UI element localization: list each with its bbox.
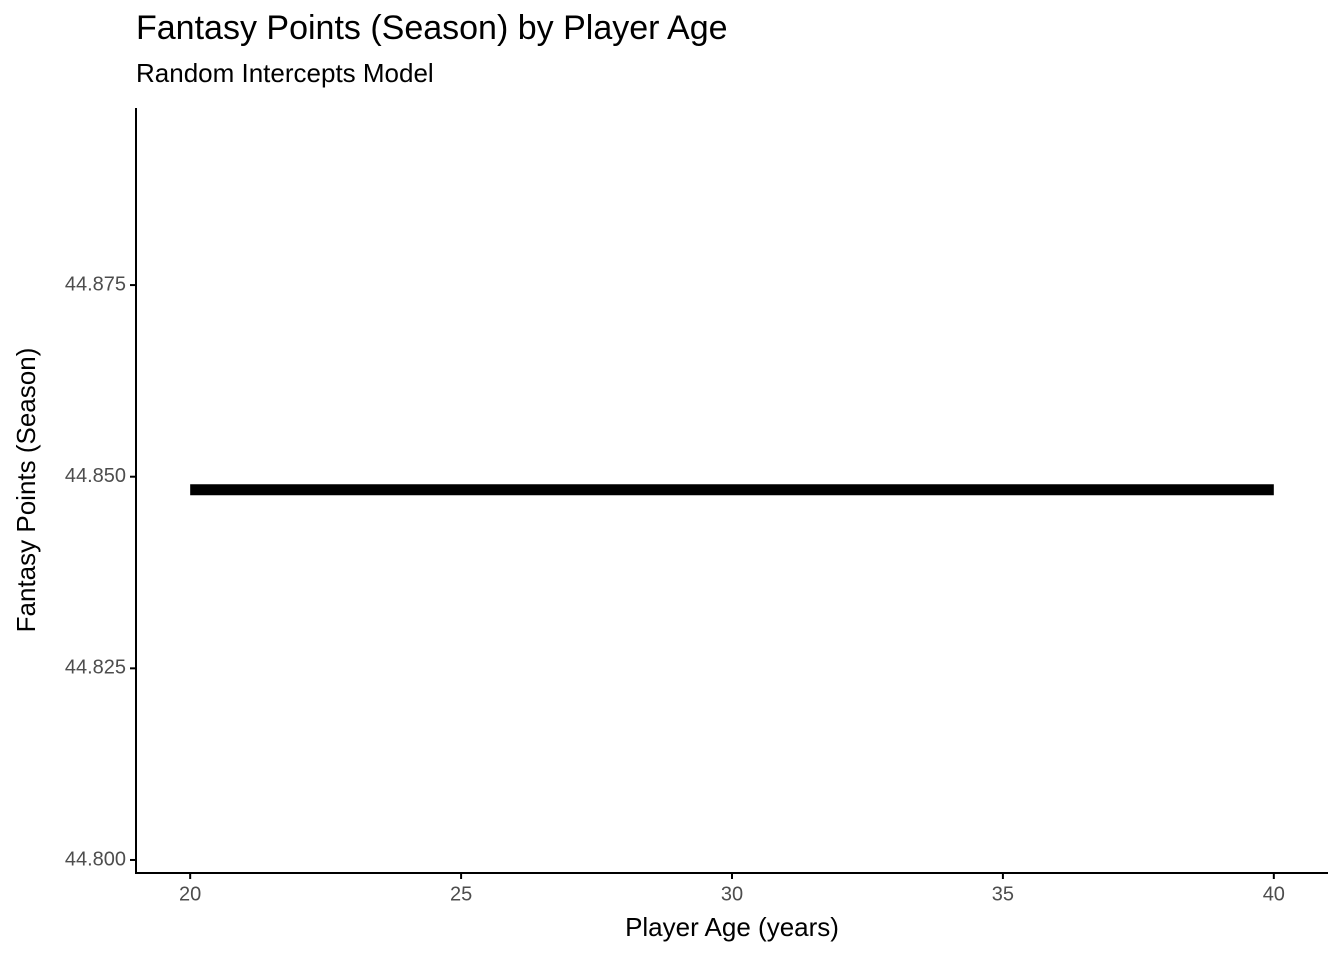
y-axis-label: Fantasy Points (Season) [11, 348, 41, 633]
x-tick-label: 20 [179, 883, 201, 905]
x-axis-label: Player Age (years) [625, 912, 839, 942]
x-tick-label: 25 [450, 883, 472, 905]
y-tick-label: 44.850 [65, 465, 126, 487]
chart-subtitle: Random Intercepts Model [136, 58, 434, 88]
y-tick-label: 44.875 [65, 273, 126, 295]
chart-title: Fantasy Points (Season) by Player Age [136, 9, 728, 47]
x-tick-label: 40 [1263, 883, 1285, 905]
x-tick-label: 35 [992, 883, 1014, 905]
y-tick-label: 44.825 [65, 657, 126, 679]
x-tick-label: 30 [721, 883, 743, 905]
y-tick-label: 44.800 [65, 848, 126, 870]
